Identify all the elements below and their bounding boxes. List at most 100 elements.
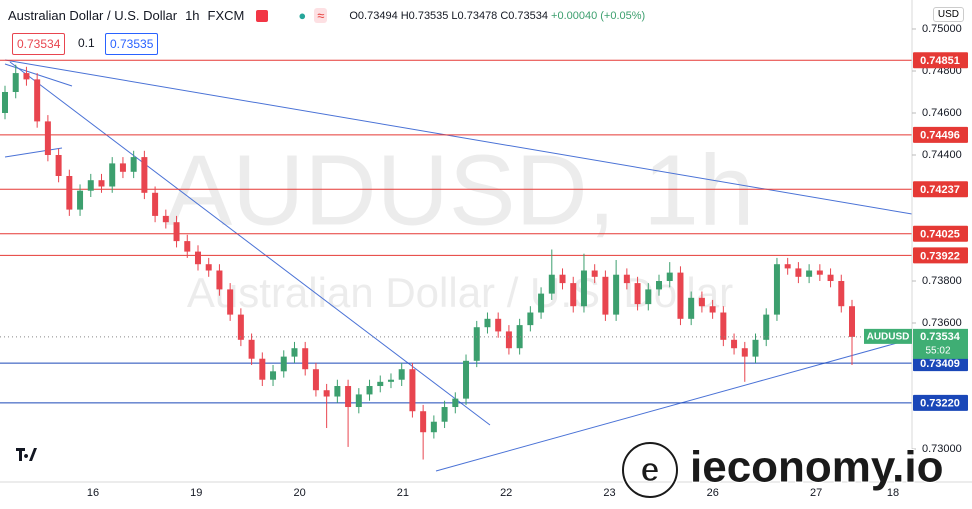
interval[interactable]: 1h <box>185 8 200 23</box>
x-tick-label: 16 <box>87 487 99 499</box>
axis: 0.750000.748000.746000.744000.738000.736… <box>87 23 968 499</box>
level-badge <box>913 394 968 411</box>
candle-body <box>152 192 159 216</box>
candle-body <box>688 297 695 319</box>
tv-logo <box>16 448 37 461</box>
sell-box[interactable]: 0.73534 <box>12 33 66 55</box>
candle-body <box>77 190 84 210</box>
watermark-subtitle: Australian Dollar / U.S. Dollar <box>187 269 733 316</box>
candle-body <box>291 348 298 357</box>
level-badge <box>913 225 968 242</box>
candle-body <box>345 386 352 408</box>
candle-body <box>302 348 309 370</box>
candle-body <box>34 79 41 122</box>
y-tick-label: 0.74400 <box>922 149 962 161</box>
candle-body <box>184 241 191 252</box>
candle-body <box>452 398 459 408</box>
level-badge <box>913 355 968 372</box>
candle-body <box>259 358 266 380</box>
y-tick-label: 0.75000 <box>922 23 962 35</box>
candle-body <box>709 306 716 313</box>
ohlc-value: O0.73494 <box>349 9 398 22</box>
candle-body <box>420 411 427 433</box>
candle-body <box>398 369 405 380</box>
candle-body <box>473 327 480 361</box>
candle-body <box>216 270 223 290</box>
symbol-badge <box>864 328 912 344</box>
candle-body <box>55 154 62 176</box>
candle-body <box>205 264 212 271</box>
candle-body <box>559 274 566 284</box>
trendline <box>4 59 913 215</box>
candle-body <box>248 339 255 359</box>
candle-body <box>130 157 137 172</box>
header: Australian Dollar / U.S. Dollar 1h FXCM … <box>8 8 645 23</box>
candle-body <box>270 371 277 380</box>
level-label: 0.73409 <box>920 358 960 370</box>
candle-body <box>44 121 51 155</box>
trendline <box>435 342 898 472</box>
candle-body <box>194 251 201 265</box>
buy-box[interactable]: 0.73535 <box>105 33 159 55</box>
ohlc-value: H0.73535 <box>400 9 449 22</box>
candle-body <box>527 312 534 326</box>
candle-body <box>87 180 94 191</box>
candle-body <box>613 274 620 315</box>
candle-body <box>580 270 587 307</box>
flag-icon[interactable] <box>256 9 269 22</box>
candle-body <box>98 180 105 187</box>
price-label: 0.73534 <box>920 331 961 343</box>
symbol-label: AUDUSD <box>867 332 910 343</box>
level-label: 0.74496 <box>920 130 960 142</box>
candle-body <box>827 274 834 282</box>
candle-body <box>173 222 180 242</box>
level-badge <box>913 247 968 264</box>
candle-body <box>849 306 855 337</box>
level-label: 0.73922 <box>920 250 960 262</box>
candle-body <box>741 348 748 357</box>
svg-text:e: e <box>641 451 660 489</box>
x-tick-label: 19 <box>190 487 202 499</box>
candle-body <box>23 73 30 80</box>
brand: ieconomy.io <box>690 443 943 492</box>
candle-body <box>141 157 148 193</box>
candle-body <box>548 274 555 294</box>
candle-body <box>538 293 545 313</box>
candle-body <box>634 283 641 305</box>
ohlc-value: +0.00040 (+0.05%) <box>551 9 646 22</box>
candle-body <box>623 274 630 284</box>
candle-body <box>484 318 491 328</box>
level-badge <box>913 126 968 143</box>
x-tick-label: 27 <box>810 487 822 499</box>
y-tick-label: 0.73000 <box>922 443 962 455</box>
x-tick-label: 20 <box>293 487 305 499</box>
candle-body <box>463 360 470 399</box>
candle-body <box>227 289 234 315</box>
level-label: 0.74025 <box>920 229 960 241</box>
candle-body <box>355 394 362 408</box>
level-badge <box>913 52 968 69</box>
candle-body <box>752 339 759 357</box>
level-label: 0.74851 <box>920 55 960 67</box>
x-tick-label: 26 <box>707 487 719 499</box>
candle-body <box>441 407 448 422</box>
candle-body <box>2 91 8 113</box>
currency-select[interactable]: USD <box>932 7 964 22</box>
trendline <box>9 61 491 426</box>
ohlc-values: O0.73494 H0.73535 L0.73478 C0.73534 +0.00040… <box>349 10 645 22</box>
candle-body <box>387 379 394 382</box>
candle-body <box>323 390 330 397</box>
indicator-icon[interactable]: ≈ <box>314 8 328 23</box>
ohlc-value: L0.73478 <box>451 9 498 22</box>
candle-body <box>731 339 738 349</box>
candle-body <box>806 270 813 277</box>
level-label: 0.74237 <box>920 184 960 196</box>
y-tick-label: 0.73800 <box>922 275 962 287</box>
candle-body <box>280 356 287 372</box>
price-badge <box>913 328 968 359</box>
candle-body <box>698 297 705 307</box>
candle-body <box>66 175 73 210</box>
candle-body <box>109 163 116 187</box>
